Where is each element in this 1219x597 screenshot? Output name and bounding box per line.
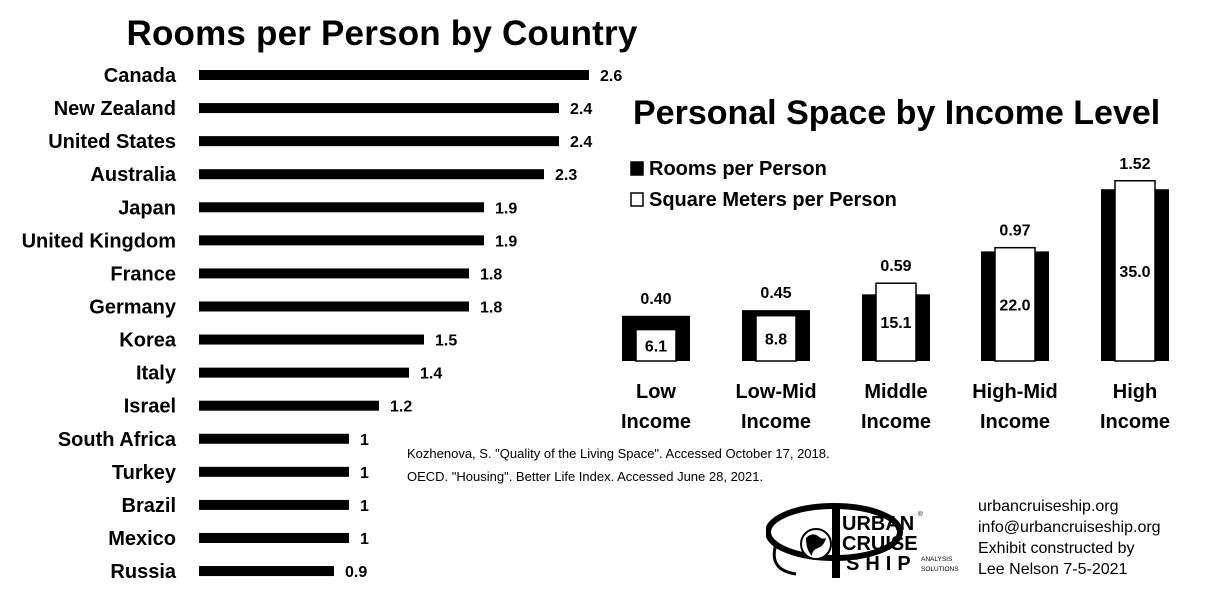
credit-email[interactable]: info@urbancruiseship.org bbox=[978, 519, 1161, 536]
country-value-label: 1.9 bbox=[495, 233, 517, 250]
logo-word-cruise: CRUISE bbox=[842, 533, 918, 555]
legend-swatch-rooms bbox=[630, 161, 644, 176]
country-value-label: 1.8 bbox=[480, 299, 502, 316]
country-bar bbox=[199, 169, 544, 180]
country-label: Turkey bbox=[112, 462, 177, 484]
income-category-label: High bbox=[1113, 381, 1157, 403]
country-value-label: 1 bbox=[360, 465, 369, 482]
income-category-label: Low-Mid bbox=[735, 381, 816, 403]
legend-label-sqm: Square Meters per Person bbox=[649, 189, 897, 211]
country-bar bbox=[199, 433, 349, 444]
country-label: United States bbox=[48, 131, 176, 153]
country-value-label: 1 bbox=[360, 432, 369, 449]
country-bar bbox=[199, 334, 424, 345]
income-category-label: Income bbox=[741, 411, 811, 433]
country-value-label: 1.9 bbox=[495, 200, 517, 217]
sqm-bar bbox=[994, 246, 1036, 362]
logo-tagline-analysis: ANALYSIS bbox=[921, 556, 953, 563]
income-category-label: Low bbox=[636, 381, 676, 403]
sqm-bar bbox=[635, 328, 677, 362]
country-value-label: 1.2 bbox=[390, 399, 412, 416]
country-label: New Zealand bbox=[54, 98, 176, 120]
income-category-label: High-Mid bbox=[972, 381, 1058, 403]
rooms-value-label: 0.97 bbox=[999, 223, 1030, 240]
country-label: Japan bbox=[118, 197, 176, 219]
income-category-label: Income bbox=[1100, 411, 1170, 433]
legend-label-rooms: Rooms per Person bbox=[649, 158, 827, 180]
country-value-label: 1.8 bbox=[480, 266, 502, 283]
country-label: United Kingdom bbox=[22, 230, 176, 252]
country-label: Mexico bbox=[108, 528, 176, 550]
logo-word-ship: SHIP bbox=[846, 553, 917, 575]
sqm-bar bbox=[875, 282, 917, 362]
country-value-label: 2.6 bbox=[600, 68, 622, 85]
country-value-label: 0.9 bbox=[345, 564, 367, 581]
country-bar bbox=[199, 268, 469, 279]
country-bar bbox=[199, 367, 409, 378]
country-value-label: 2.4 bbox=[570, 101, 592, 118]
sqm-value-label: 22.0 bbox=[999, 297, 1030, 314]
income-category-label: Income bbox=[861, 411, 931, 433]
urban-cruise-ship-logo: URBAN CRUISE SHIP ® ANALYSIS SOLUTIONS bbox=[766, 503, 959, 578]
income-category-label: Income bbox=[980, 411, 1050, 433]
sqm-value-label: 35.0 bbox=[1119, 264, 1150, 281]
country-value-label: 1.4 bbox=[420, 366, 442, 383]
country-label: Canada bbox=[104, 65, 177, 87]
credit-exhibit-line: Exhibit constructed by bbox=[978, 540, 1135, 557]
legend-swatch-sqm bbox=[630, 192, 644, 207]
rooms-value-label: 0.45 bbox=[760, 285, 791, 302]
country-bar bbox=[199, 499, 349, 510]
logo-registered-mark: ® bbox=[918, 510, 923, 518]
country-bar bbox=[199, 301, 469, 312]
credits-block: urbancruiseship.org info@urbancruiseship… bbox=[978, 496, 1161, 580]
rooms-value-label: 0.40 bbox=[640, 291, 671, 308]
country-value-label: 1 bbox=[360, 498, 369, 515]
country-bar bbox=[199, 103, 559, 114]
country-bar bbox=[199, 400, 379, 411]
country-bar bbox=[199, 566, 334, 577]
sqm-bar bbox=[1114, 180, 1156, 362]
country-bar bbox=[199, 532, 349, 543]
logo-swoosh-tail bbox=[772, 543, 797, 576]
country-value-label: 2.4 bbox=[570, 134, 592, 151]
credit-website[interactable]: urbancruiseship.org bbox=[978, 498, 1119, 515]
sqm-bar bbox=[755, 314, 797, 362]
income-category-label: Income bbox=[621, 411, 691, 433]
country-label: Italy bbox=[136, 363, 177, 385]
country-value-label: 2.3 bbox=[555, 167, 577, 184]
source-citation-2: OECD. "Housing". Better Life Index. Acce… bbox=[407, 469, 764, 484]
rooms-value-label: 0.59 bbox=[880, 258, 911, 275]
country-bar bbox=[199, 70, 589, 80]
country-label: South Africa bbox=[58, 429, 177, 451]
country-label: Brazil bbox=[122, 495, 176, 517]
rooms-chart-title: Rooms per Person by Country bbox=[126, 14, 638, 53]
country-label: Russia bbox=[110, 561, 176, 583]
sqm-value-label: 8.8 bbox=[765, 331, 787, 348]
country-label: Korea bbox=[119, 330, 177, 352]
rooms-value-label: 1.52 bbox=[1119, 156, 1150, 173]
logo-tagline-solutions: SOLUTIONS bbox=[921, 566, 959, 573]
income-category-label: Middle bbox=[864, 381, 927, 403]
sqm-value-label: 15.1 bbox=[880, 315, 911, 332]
country-value-label: 1.5 bbox=[435, 333, 457, 350]
logo-column bbox=[832, 508, 840, 578]
country-bar bbox=[199, 466, 349, 477]
income-chart-title: Personal Space by Income Level bbox=[633, 94, 1161, 132]
country-label: Germany bbox=[89, 296, 177, 318]
country-label: France bbox=[110, 263, 176, 285]
country-value-label: 1 bbox=[360, 531, 369, 548]
credit-author: Lee Nelson 7-5-2021 bbox=[978, 561, 1128, 578]
country-bar bbox=[199, 202, 484, 213]
logo-word-urban: URBAN bbox=[842, 513, 914, 535]
source-citation-1: Kozhenova, S. "Quality of the Living Spa… bbox=[407, 446, 830, 461]
country-label: Israel bbox=[124, 396, 176, 418]
country-bar bbox=[199, 136, 559, 147]
sqm-value-label: 6.1 bbox=[645, 338, 667, 355]
globe-land-icon bbox=[806, 534, 826, 556]
country-bar bbox=[199, 235, 484, 246]
country-label: Australia bbox=[90, 164, 176, 186]
